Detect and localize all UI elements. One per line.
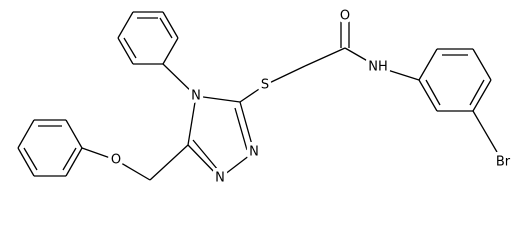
atom-label: NH	[368, 60, 388, 75]
atom-label: Br	[496, 155, 511, 170]
atom-label: N	[191, 89, 201, 104]
atom-label: N	[215, 171, 225, 186]
atom-labels: O NH Br S N N N O	[107, 5, 514, 189]
atom-label: N	[249, 145, 259, 160]
structure: O NH Br S N N N O	[17, 5, 514, 189]
bonds	[17, 11, 498, 181]
atom-label: O	[340, 9, 350, 24]
atom-label: S	[261, 78, 269, 93]
atom-label: O	[111, 153, 121, 168]
page: {"atoms": [ {"label": "O"}, {"label": "N…	[17, 5, 514, 189]
